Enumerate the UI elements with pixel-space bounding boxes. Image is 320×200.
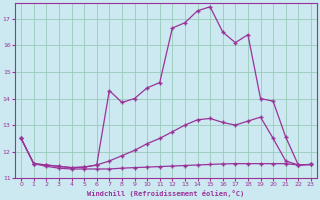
X-axis label: Windchill (Refroidissement éolien,°C): Windchill (Refroidissement éolien,°C) (87, 190, 245, 197)
